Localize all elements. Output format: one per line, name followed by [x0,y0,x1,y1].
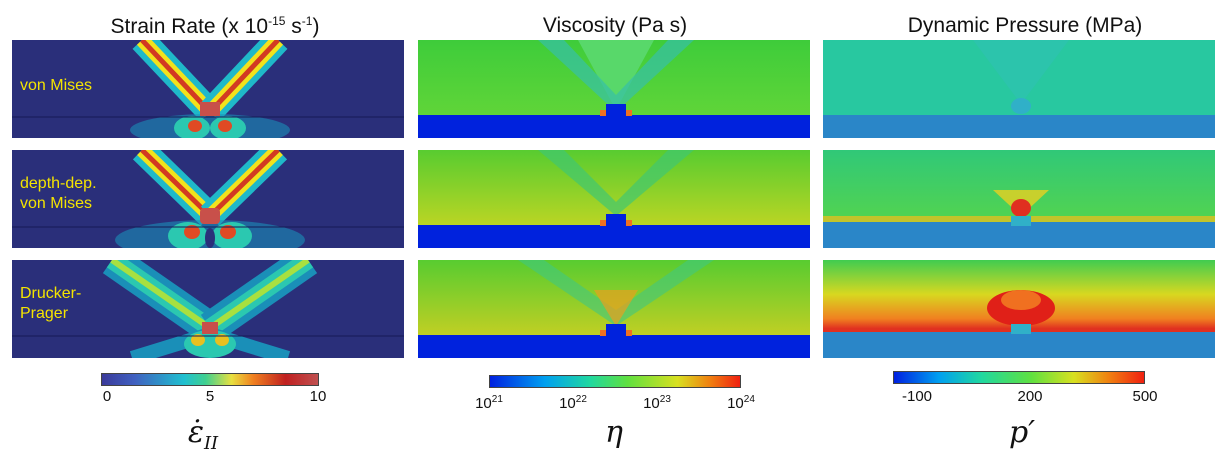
pressure-panel-depth-dep-von-mises [823,150,1215,248]
strain-tick-0: 0 [102,388,112,405]
viscosity-tick-1e24: 1024 [727,394,755,412]
pressure-tick-500: 500 [1132,388,1158,405]
viscosity-panel-von-mises [418,40,810,138]
pressure-tick-200: 200 [1017,388,1043,405]
viscosity-symbol: η [605,415,623,450]
pressure-tick-minus-100: -100 [901,388,933,405]
row-label-von-mises: von Mises [20,77,93,94]
strain-rate-colorbar [101,373,319,386]
pressure-symbol: p′ [1008,415,1036,450]
strain-rate-panel-von-mises: von Mises [12,40,404,138]
row-label-drucker-prager: Drucker- Prager [20,285,82,322]
strain-rate-panel-drucker-prager: Drucker- Prager [12,260,404,358]
viscosity-tick-1e22: 1022 [559,394,587,412]
viscosity-colorbar [489,375,741,388]
viscosity-panel-drucker-prager [418,260,810,358]
strain-tick-5: 5 [205,388,215,405]
strain-rate-panel-depth-dep-von-mises: depth-dep. von Mises [12,150,404,248]
pressure-panel-von-mises [823,40,1215,138]
row-label-depth-dep-von-mises: depth-dep. von Mises [20,175,97,212]
strain-tick-10: 10 [309,388,327,405]
viscosity-panel-depth-dep-von-mises [418,150,810,248]
strain-rate-title: Strain Rate (x 10-15 s-1) [110,14,320,38]
pressure-colorbar [893,371,1145,384]
pressure-panel-drucker-prager [823,260,1215,358]
strain-rate-symbol: ε̇II [187,415,219,454]
viscosity-tick-1e23: 1023 [643,394,671,412]
viscosity-tick-1e21: 1021 [475,394,503,412]
dynamic-pressure-title: Dynamic Pressure (MPa) [907,14,1143,37]
viscosity-title: Viscosity (Pa s) [542,14,688,37]
